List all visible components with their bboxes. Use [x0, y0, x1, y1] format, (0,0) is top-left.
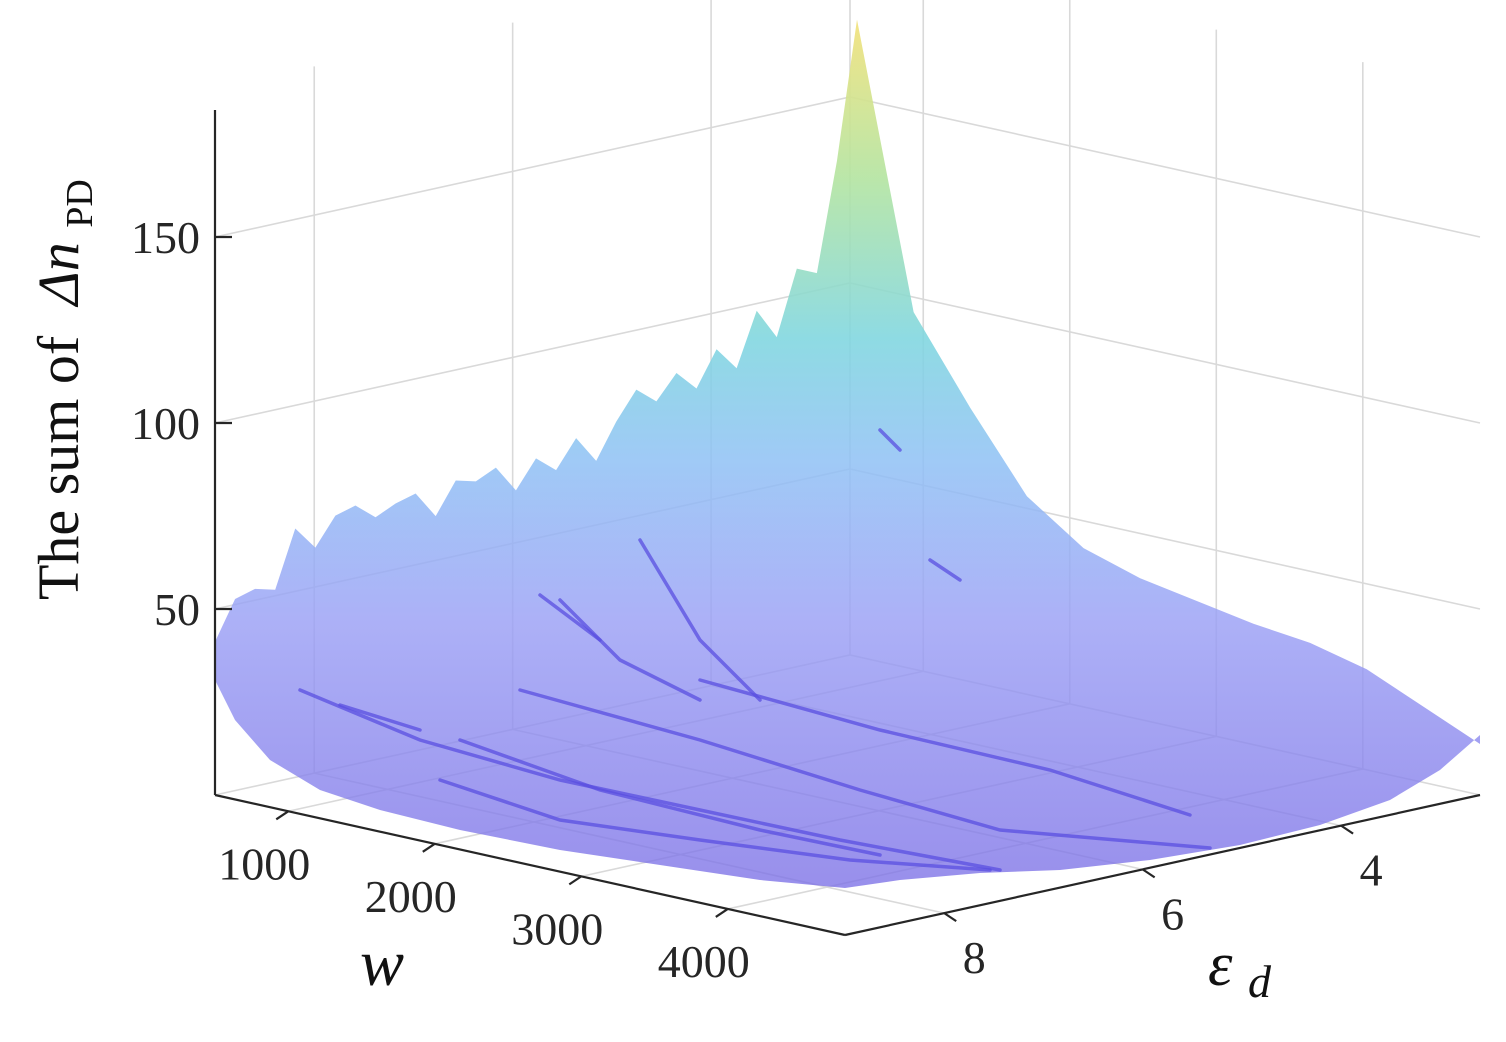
- z-axis-title-prefix: The sum of: [26, 335, 91, 600]
- y-axis-title: ε d: [1208, 931, 1272, 1007]
- surface-fold-7: [878, 428, 902, 452]
- w-tick-label-1000: 1000: [218, 838, 310, 889]
- surface-fold-2: [298, 688, 1002, 872]
- surface-fold-5: [638, 538, 762, 702]
- surface-body: [215, 19, 1480, 889]
- surface-mesh: [215, 19, 1480, 889]
- surface-fold-3: [698, 678, 1192, 817]
- z-tick-label-100: 100: [131, 398, 200, 449]
- w-tick-label-3000: 3000: [511, 903, 603, 954]
- w-tick-mark-3000: [568, 875, 582, 886]
- surface-fold-0: [518, 688, 1212, 850]
- surface-fold-8: [928, 558, 962, 582]
- w-tick-label-2000: 2000: [365, 871, 457, 922]
- eps-tick-label-8: 8: [963, 932, 986, 983]
- x-axis-title: w: [360, 927, 404, 1000]
- tick-labels: 50 100 150 1000 2000 3000 4000 8 6 4: [131, 212, 1383, 987]
- w-tick-label-4000: 4000: [658, 936, 750, 987]
- eps-axis-line: [844, 793, 1481, 937]
- eps-tick-mark-6: [1142, 868, 1156, 879]
- eps-tick-label-6: 6: [1161, 888, 1184, 939]
- eps-tick-mark-8: [943, 912, 957, 923]
- eps-tick-label-4: 4: [1360, 845, 1383, 896]
- w-tick-mark-1000: [275, 810, 289, 821]
- surface-fold-4: [558, 598, 702, 702]
- z-tick-label-150: 150: [131, 212, 200, 263]
- z-axis-title-subscript: PD: [59, 179, 101, 228]
- axes: [213, 110, 1481, 937]
- y-axis-title-symbol: ε: [1208, 931, 1233, 999]
- eps-tick-mark-4: [1340, 824, 1354, 835]
- y-axis-title-subscript: d: [1248, 956, 1272, 1007]
- w-axis-line: [214, 793, 846, 937]
- surface-fold-1: [458, 738, 882, 857]
- z-axis-title: The sum of Δn PD: [26, 179, 101, 600]
- w-tick-mark-4000: [715, 908, 729, 918]
- surface-fold-10: [338, 703, 422, 732]
- z-axis-title-math: Δn: [26, 242, 91, 307]
- z-tick-label-50: 50: [154, 584, 200, 635]
- surface-fold-6: [538, 593, 602, 642]
- w-tick-mark-2000: [422, 842, 436, 853]
- surface-fold-9: [438, 778, 992, 872]
